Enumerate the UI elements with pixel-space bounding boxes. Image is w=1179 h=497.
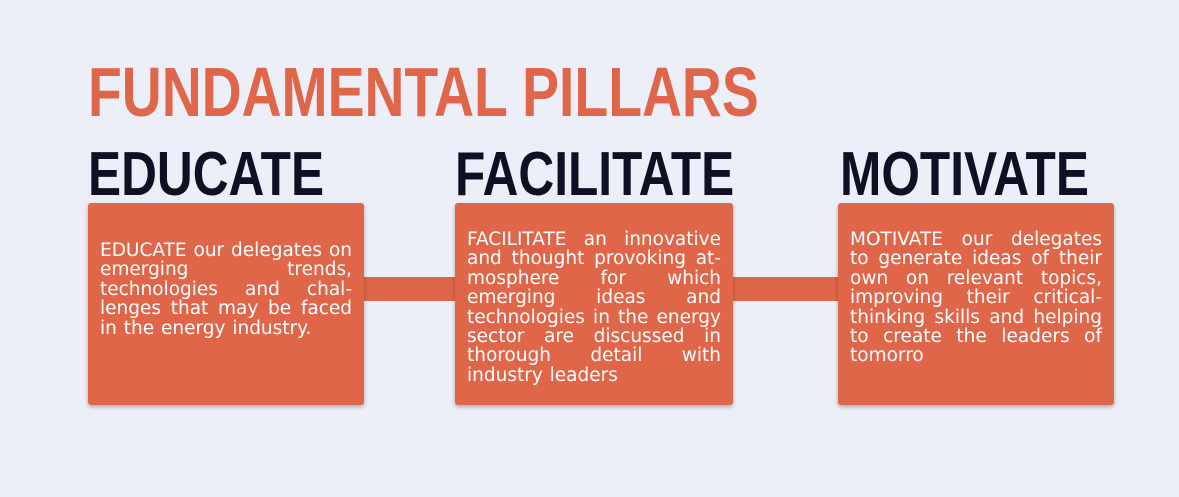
pillar-heading-motivate: MOTIVATE <box>840 140 1089 209</box>
diagram-title: FUNDAMENTAL PILLARS <box>88 53 759 131</box>
connector-line-1 <box>360 277 460 301</box>
pillar-box-motivate: MOTIVATE our delegates to generate ideas… <box>838 203 1114 405</box>
pillar-text-educate: EDUCATE our delegates on emerging trends… <box>100 240 352 339</box>
pillar-box-facilitate: FACILITATE an innovative and thought pro… <box>455 203 733 405</box>
connector-line-2 <box>728 277 842 301</box>
pillar-text-motivate: MOTIVATE our delegates to generate ideas… <box>850 229 1102 367</box>
pillar-text-facilitate: FACILITATE an innovative and thought pro… <box>467 229 721 386</box>
pillar-heading-facilitate: FACILITATE <box>455 140 735 209</box>
pillar-heading-educate: EDUCATE <box>88 140 325 209</box>
pillar-box-educate: EDUCATE our delegates on emerging trends… <box>88 203 364 405</box>
